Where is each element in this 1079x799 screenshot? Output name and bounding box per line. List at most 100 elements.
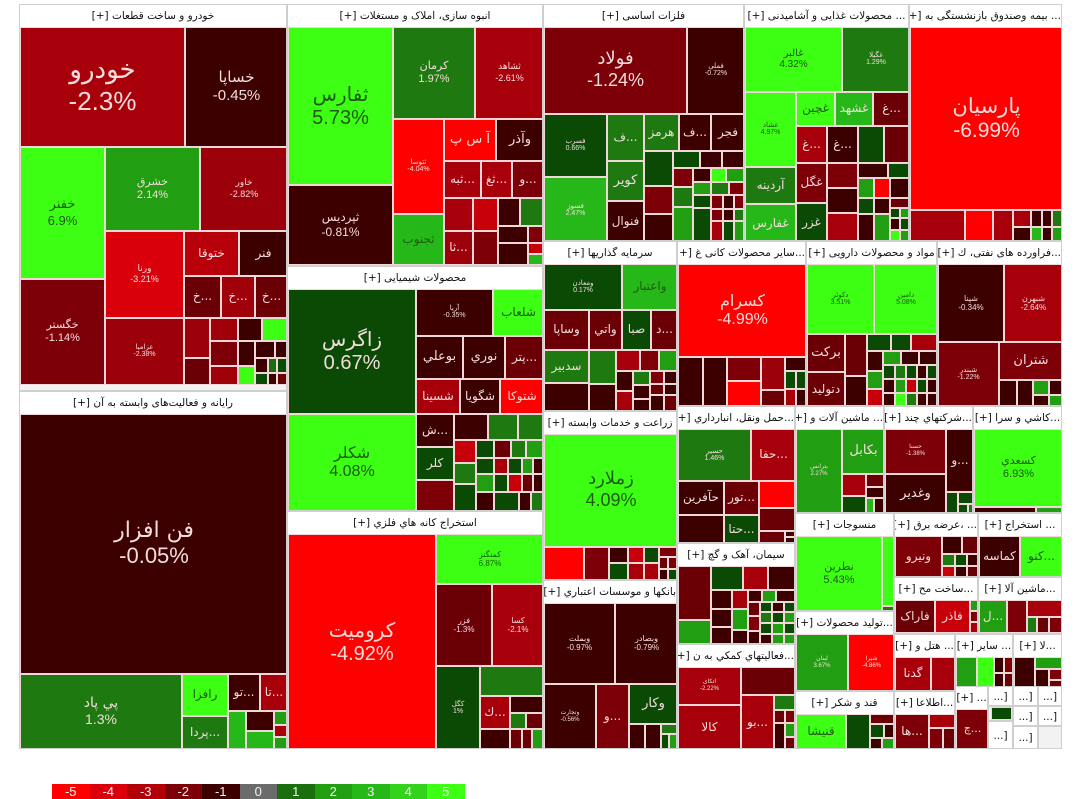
stock-tile[interactable]	[748, 616, 760, 631]
stock-tile[interactable]: غزر	[796, 203, 827, 240]
stock-tile[interactable]: ثجنوب	[393, 214, 444, 265]
stock-tile[interactable]: غالبر 4.32%	[745, 27, 842, 92]
stock-tile[interactable]	[842, 496, 866, 512]
stock-tile[interactable]	[494, 474, 508, 492]
stock-tile[interactable]	[931, 657, 954, 690]
sector-title-expand[interactable]: ...ماشین آلا [+]	[979, 578, 1061, 600]
stock-tile[interactable]	[884, 126, 908, 163]
stock-tile[interactable]	[644, 214, 673, 240]
stock-tile[interactable]: شکلر 4.08%	[288, 414, 416, 510]
sector-title-expand[interactable]: رایانه و فعالیت‌های وابسته به آن [+]	[20, 392, 286, 414]
stock-tile[interactable]	[759, 481, 794, 508]
stock-tile[interactable]: عزامیا -2.38%	[105, 318, 184, 385]
stock-tile[interactable]	[784, 602, 794, 612]
stock-tile[interactable]	[994, 673, 1004, 690]
stock-tile[interactable]: کلر	[416, 447, 454, 480]
stock-tile[interactable]: غگیلا 1.29%	[842, 27, 908, 92]
stock-tile[interactable]: ...ل	[979, 600, 1007, 633]
stock-tile[interactable]	[723, 221, 734, 240]
stock-tile[interactable]	[1042, 210, 1052, 227]
stock-tile[interactable]: لبنان 3.67%	[796, 634, 848, 690]
stock-tile[interactable]	[785, 710, 794, 723]
stock-tile[interactable]	[784, 623, 794, 634]
stock-tile[interactable]	[842, 474, 866, 496]
sector-title-expand[interactable]: ... ماشین آلات و [+]	[796, 407, 883, 429]
stock-tile[interactable]	[977, 657, 994, 690]
stock-tile[interactable]	[772, 623, 784, 634]
stock-tile[interactable]	[678, 620, 711, 643]
stock-tile[interactable]: شبندر -1.22%	[938, 342, 999, 405]
stock-tile[interactable]	[693, 182, 711, 195]
stock-tile[interactable]: واعتبار	[622, 264, 676, 310]
stock-tile[interactable]: فولاد -1.24%	[544, 27, 687, 114]
stock-tile[interactable]: غچین	[796, 92, 835, 126]
stock-tile[interactable]: ...ف	[679, 114, 711, 151]
stock-tile[interactable]: ...ثا	[444, 231, 473, 265]
stock-tile[interactable]: کسعدي 6.93%	[974, 429, 1061, 507]
stock-tile[interactable]	[711, 609, 732, 627]
stock-tile[interactable]	[858, 198, 874, 214]
stock-tile[interactable]	[760, 623, 772, 634]
sector-title-expand[interactable]: سرمایه گذاریها [+]	[544, 242, 676, 264]
stock-tile[interactable]	[498, 243, 528, 265]
stock-tile[interactable]	[480, 666, 542, 696]
stock-tile[interactable]	[616, 371, 633, 391]
stock-tile[interactable]	[210, 318, 238, 341]
stock-tile[interactable]	[511, 440, 526, 458]
sector-title-expand[interactable]: ... [+]	[956, 687, 987, 709]
stock-tile[interactable]	[589, 350, 616, 384]
stock-tile[interactable]: ...خ	[184, 276, 221, 318]
stock-tile[interactable]	[732, 609, 748, 630]
stock-tile[interactable]	[743, 566, 768, 590]
stock-tile[interactable]: ...تور	[724, 481, 759, 515]
stock-tile[interactable]	[275, 341, 286, 358]
stock-tile[interactable]	[268, 358, 277, 373]
stock-tile[interactable]: وبصادر -0.79%	[615, 603, 676, 684]
stock-tile[interactable]	[584, 547, 609, 579]
stock-tile[interactable]	[785, 357, 805, 371]
stock-tile[interactable]	[991, 707, 1012, 720]
stock-tile[interactable]	[774, 723, 785, 748]
stock-tile[interactable]: فزر -1.3%	[436, 584, 492, 666]
stock-tile[interactable]: گدنا	[895, 657, 931, 690]
sector-title-expand[interactable]: [...	[989, 687, 1012, 705]
stock-tile[interactable]	[759, 508, 794, 531]
stock-tile[interactable]	[628, 563, 644, 579]
stock-tile[interactable]: قنیشا	[796, 714, 846, 748]
stock-tile[interactable]	[664, 384, 676, 395]
stock-tile[interactable]: زملارد 4.09%	[544, 434, 676, 547]
stock-tile[interactable]: ثشاهد -2.61%	[475, 27, 542, 119]
stock-tile[interactable]	[1027, 600, 1061, 617]
stock-tile[interactable]	[678, 357, 703, 405]
stock-tile[interactable]: حسنا -1.38%	[885, 429, 946, 474]
stock-tile[interactable]: غشهد	[835, 92, 873, 126]
stock-tile[interactable]: دتولید	[807, 372, 845, 405]
stock-tile[interactable]	[870, 738, 882, 748]
stock-tile[interactable]	[277, 358, 286, 373]
stock-tile[interactable]: حسیر 1.46%	[678, 429, 751, 481]
stock-tile[interactable]	[845, 376, 867, 405]
stock-tile[interactable]	[528, 243, 542, 254]
stock-tile[interactable]	[1035, 657, 1061, 669]
stock-tile[interactable]	[678, 566, 711, 620]
stock-tile[interactable]: کمنگنز 6.87%	[436, 534, 542, 584]
stock-tile[interactable]	[748, 631, 760, 643]
sector-title-expand[interactable]: ... استخراج [+]	[979, 514, 1061, 536]
stock-tile[interactable]: فسرب 0.66%	[544, 114, 607, 177]
stock-tile[interactable]	[927, 393, 936, 405]
stock-tile[interactable]	[858, 178, 874, 198]
stock-tile[interactable]	[870, 724, 884, 738]
stock-tile[interactable]: کرومیت -4.92%	[288, 534, 436, 748]
stock-tile[interactable]	[494, 458, 508, 474]
stock-tile[interactable]: فن افزار -0.05%	[20, 414, 286, 674]
stock-tile[interactable]	[520, 198, 542, 226]
stock-tile[interactable]	[955, 554, 967, 566]
stock-tile[interactable]	[762, 590, 776, 602]
stock-tile[interactable]	[454, 484, 476, 510]
stock-tile[interactable]	[526, 440, 542, 458]
stock-tile[interactable]	[238, 341, 255, 366]
stock-tile[interactable]	[895, 379, 906, 393]
stock-tile[interactable]	[454, 440, 476, 463]
stock-tile[interactable]	[895, 393, 906, 405]
stock-tile[interactable]: فنر	[239, 231, 286, 276]
